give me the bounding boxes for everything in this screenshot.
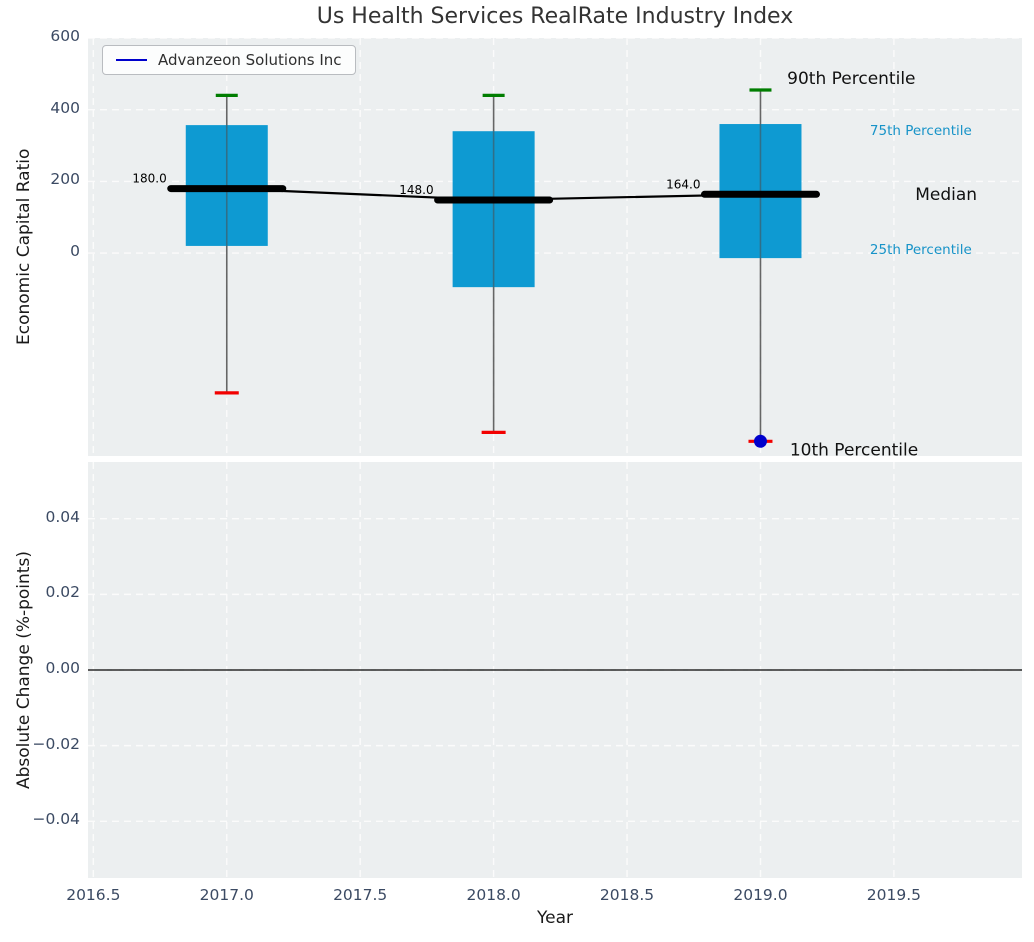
legend-line-icon <box>116 58 147 62</box>
y-tick-label: −0.04 <box>32 810 81 829</box>
y-tick-label: 600 <box>50 27 80 45</box>
change-canvas <box>88 462 1022 878</box>
boxplot-canvas: 180.0 148.0 164.0 90th Percentile 75th Perce… <box>88 38 1022 456</box>
axes-economic-capital-ratio: 180.0 148.0 164.0 90th Percentile 75th Perce… <box>88 38 1022 456</box>
chart-title: Us Health Services RealRate Industry Ind… <box>316 4 794 29</box>
annotation-median: Median <box>915 185 977 205</box>
x-tick-label: 2017.5 <box>333 886 388 904</box>
median-value-label: 164.0 <box>666 177 700 191</box>
y-tick-label: 0 <box>70 242 80 261</box>
y-tick-label: −0.02 <box>32 734 81 753</box>
annotation-75th-percentile: 75th Percentile <box>870 123 972 139</box>
x-axis-label: Year <box>537 908 573 928</box>
y-tick-label: 0.00 <box>45 659 80 677</box>
x-tick-label: 2017.0 <box>199 886 254 904</box>
company-point <box>753 434 767 448</box>
y-tick-label: 200 <box>50 170 80 189</box>
y-tick-label: 0.04 <box>45 507 80 526</box>
legend-label: Advanzeon Solutions Inc <box>158 51 342 69</box>
x-tick-label: 2019.0 <box>733 886 788 904</box>
legend: Advanzeon Solutions Inc <box>102 45 356 75</box>
y-tick-label: 0.02 <box>45 583 80 602</box>
annotation-10th-percentile: 10th Percentile <box>790 440 918 456</box>
annotation-90th-percentile: 90th Percentile <box>787 69 915 89</box>
median-value-label: 180.0 <box>132 172 166 186</box>
annotation-25th-percentile: 25th Percentile <box>870 242 972 258</box>
x-tick-label: 2018.5 <box>599 886 655 904</box>
x-tick-label: 2016.5 <box>66 886 121 904</box>
x-tick-label: 2018.0 <box>466 886 521 904</box>
median-value-label: 148.0 <box>399 183 433 197</box>
x-tick-label: 2019.5 <box>866 886 922 904</box>
axes-absolute-change <box>88 462 1022 878</box>
y-tick-label: 400 <box>50 98 80 117</box>
